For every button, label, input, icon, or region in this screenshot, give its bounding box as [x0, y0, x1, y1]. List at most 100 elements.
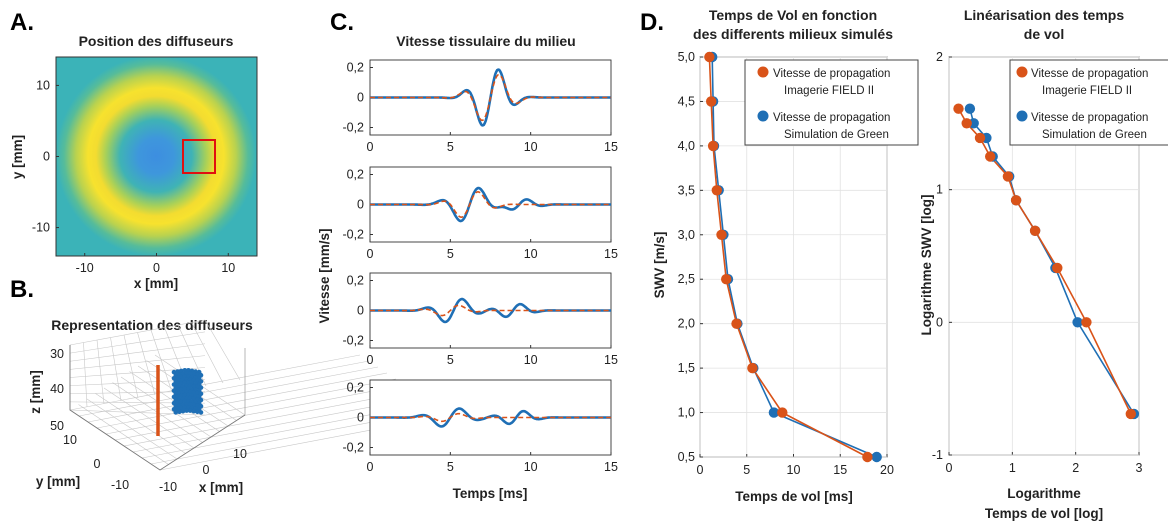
grid-line — [83, 342, 88, 408]
orange-point — [721, 274, 732, 285]
x-tick-label: 5 — [447, 140, 454, 154]
y-tick-label: 0 — [357, 411, 364, 425]
blue-point — [768, 407, 780, 418]
tof-x-label: Temps de vol [ms] — [735, 489, 853, 504]
scatterer-dot — [184, 408, 189, 413]
legend-marker-orange — [757, 66, 769, 78]
signals-title: Vitesse tissulaire du milieu — [396, 33, 575, 49]
orange-point — [1029, 225, 1041, 236]
orange-point — [862, 451, 873, 463]
y-tick-label: -0,2 — [342, 121, 364, 135]
legend-blue-line2: Simulation de Green — [784, 129, 889, 141]
panel-b: B. Representation des diffuseurs 30 40 5… — [10, 276, 451, 495]
grid-line — [105, 378, 397, 435]
x-tick-label: 10 — [221, 261, 235, 275]
y-tick-label: -0,2 — [342, 228, 364, 242]
y-tick-label: 0 — [357, 198, 364, 212]
y-tick-label: 2 — [936, 50, 943, 64]
orange-velocity-curve — [370, 412, 611, 423]
y-tick: -10 — [111, 478, 129, 492]
scatter3d-x-ticks: -10 0 10 — [159, 447, 247, 494]
orange-velocity-curve — [370, 304, 611, 317]
orange-point — [707, 140, 719, 152]
orange-point — [985, 151, 996, 162]
scatter3d-z-label: z [mm] — [28, 370, 43, 414]
x-tick: 10 — [233, 447, 247, 461]
y-tick-label: 2,5 — [678, 272, 695, 286]
scatter3d-y-label: y [mm] — [36, 474, 80, 489]
signal-subplot: 0,20-0,20 5 10 15 — [342, 59, 618, 154]
legend-orange-line1: Vitesse de propagation — [1031, 68, 1148, 80]
signals-x-label: Temps [ms] — [453, 486, 528, 501]
scatterer-dot — [191, 408, 197, 414]
log-title-line1: Linéarisation des temps — [964, 7, 1124, 23]
blue-point — [964, 103, 976, 114]
scatterer-dot — [195, 409, 200, 415]
legend-marker-blue — [757, 110, 769, 122]
x-tick-label: 0 — [153, 261, 160, 275]
heatmap-title: Position des diffuseurs — [79, 33, 234, 49]
y-tick-label: 1,0 — [678, 406, 695, 420]
x-tick-label: 5 — [447, 247, 454, 261]
orange-series-line — [957, 108, 1132, 415]
y-tick-label: -0,2 — [342, 334, 364, 348]
x-tick-label: 2 — [1072, 461, 1079, 475]
orange-point — [711, 185, 722, 196]
scatter3d-title: Representation des diffuseurs — [51, 317, 253, 333]
orange-point — [1081, 317, 1092, 328]
x-tick-label: -10 — [76, 261, 94, 275]
orange-point — [704, 51, 715, 63]
grid-line — [204, 319, 241, 381]
blue-point — [1072, 317, 1083, 328]
x-tick-label: 15 — [604, 353, 618, 367]
scatterer-dot — [180, 408, 186, 414]
grid-line — [96, 339, 105, 405]
orange-point — [1125, 408, 1137, 420]
log-title-line2: de vol — [1024, 26, 1064, 42]
box-edge — [69, 345, 246, 471]
y-tick-label: -10 — [32, 221, 50, 235]
z-tick: 40 — [50, 382, 64, 396]
x-tick-label: 0 — [367, 247, 374, 261]
y-tick-label: 4,5 — [678, 94, 695, 108]
x-tick-label: 15 — [604, 140, 618, 154]
grid-line — [87, 366, 379, 423]
heatmap-x-label: x [mm] — [134, 276, 178, 291]
scatterer-dot — [173, 410, 179, 415]
y-tick-label: 0 — [357, 304, 364, 318]
orange-point — [731, 318, 742, 329]
grid-line — [69, 355, 206, 370]
y-tick-label: 4,0 — [678, 139, 695, 153]
orange-point — [961, 118, 972, 129]
legend-blue-line1: Vitesse de propagation — [1031, 112, 1148, 124]
tof-legend-box — [744, 59, 919, 146]
y-tick-label: 0,2 — [347, 381, 364, 395]
panel-a: A. Position des diffuseurs -10 0 10 10 0-10 … — [10, 9, 258, 291]
orange-point — [716, 229, 727, 240]
y-tick-label: 10 — [36, 78, 50, 92]
y-tick-label: 0,5 — [678, 450, 695, 464]
heatmap-axes: -10 0 10 10 0 -10 — [32, 78, 235, 275]
orange-point — [1002, 171, 1014, 182]
grid-line — [150, 329, 173, 393]
signal-subplot: 0,20-0,20 5 10 15 — [342, 379, 618, 474]
legend-marker-blue — [1016, 110, 1028, 122]
grid-line — [114, 384, 406, 441]
scatter3d-x-label: x [mm] — [199, 480, 243, 495]
x-tick-label: 5 — [447, 460, 454, 474]
y-tick-label: 1 — [936, 183, 943, 197]
orange-velocity-curve — [370, 73, 611, 122]
scatter3d-z-ticks: 30 40 50 — [50, 347, 64, 433]
y-tick: 0 — [94, 457, 101, 471]
log-x-label-line1: Logarithme — [1007, 486, 1081, 501]
x-tick-label: 15 — [604, 460, 618, 474]
orange-point — [1010, 195, 1022, 206]
tof-title-line2: des differents milieux simulés — [693, 26, 893, 42]
scatter3d-y-ticks: 10 0 -10 — [63, 433, 129, 492]
signal-subplot: 0,20-0,20 5 10 15 — [342, 166, 618, 261]
y-tick-label: 1,5 — [678, 361, 695, 375]
legend-blue-line2: Simulation de Green — [1042, 129, 1147, 141]
y-tick-label: 0,2 — [347, 61, 364, 75]
grid-line — [96, 372, 388, 429]
scatter3d-box — [69, 319, 451, 471]
